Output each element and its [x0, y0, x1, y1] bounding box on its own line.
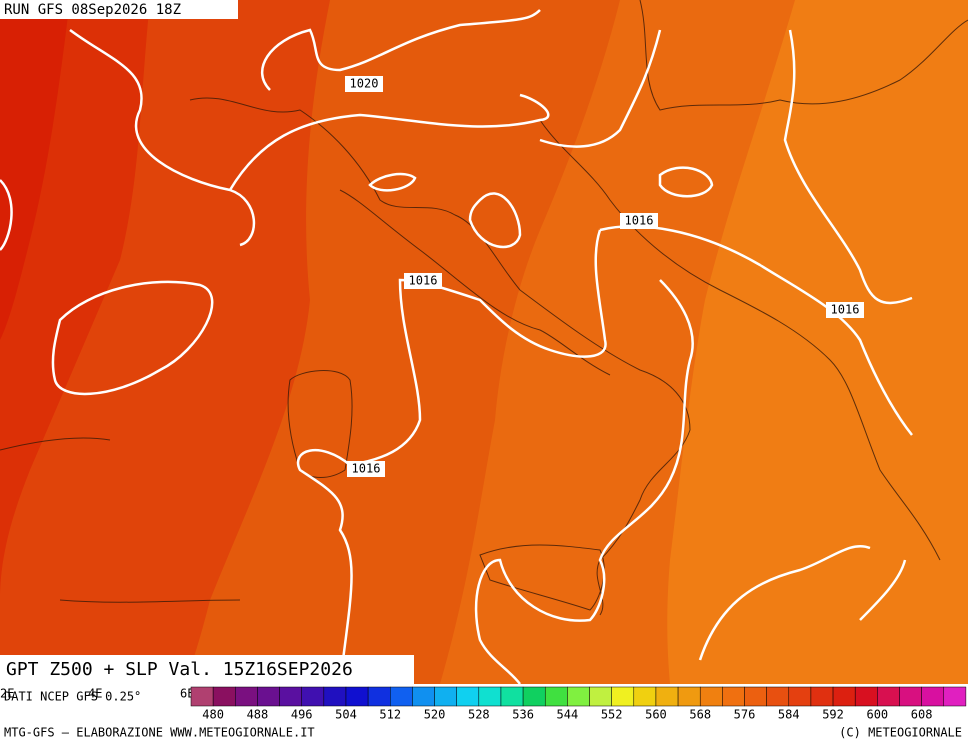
colorbar-swatch [877, 686, 900, 707]
coastlines [0, 0, 968, 616]
colorbar-tick-label: 512 [379, 708, 401, 722]
colorbar: 480 488 496 504 512 520 528 536 544 552 560 568 576 5… [190, 686, 967, 722]
colorbar-tick-label: 504 [335, 708, 357, 722]
colorbar-swatch [921, 686, 945, 707]
colorbar-swatch [589, 686, 612, 707]
isobar-label-box [826, 302, 864, 318]
colorbar-tick-label: 480 [202, 708, 224, 722]
isobar-label: 1016 [831, 303, 860, 317]
colorbar-swatch [323, 686, 347, 707]
isobar-label: 1020 [350, 77, 379, 91]
colorbar-swatch [810, 686, 834, 707]
colorbar-swatch [478, 686, 502, 707]
colorbar-swatch [345, 686, 369, 707]
isobar-label: 1016 [625, 214, 654, 228]
colorbar-tick-label: 576 [734, 708, 756, 722]
colorbar-swatch [744, 686, 767, 707]
colorbar-swatch [567, 686, 590, 707]
title-box [0, 655, 414, 684]
colorbar-swatch [212, 686, 236, 707]
colorbar-swatch [390, 686, 413, 707]
colorbar-swatch [235, 686, 258, 707]
longitude-label: 4E [88, 687, 102, 701]
colorbar-swatch [301, 686, 325, 707]
map-title: GPT Z500 + SLP Val. 15Z16SEP2026 [6, 659, 353, 680]
colorbar-tick-label: 608 [911, 708, 933, 722]
colorbar-swatch [854, 686, 878, 707]
colorbar-tick-label: 592 [822, 708, 844, 722]
data-source: DATI NCEP GFS 0.25° [4, 690, 141, 704]
longitude-label: 2E [0, 687, 14, 701]
colorbar-swatch [766, 686, 790, 707]
map: 1020 1016 1016 1016 1016 RUN GFS 08Sep20… [0, 0, 968, 685]
colorbar-swatch [434, 686, 457, 707]
isobar-label: 1016 [352, 462, 381, 476]
footer-right: (C) METEOGIORNALE [839, 726, 962, 740]
height-band [0, 0, 70, 340]
isobar-label-box [345, 76, 383, 92]
colorbar-swatch [190, 686, 214, 707]
colorbar-swatch [832, 686, 856, 707]
colorbar-swatch [544, 686, 568, 707]
isobar-label-box [620, 213, 658, 229]
colorbar-tick-label: 552 [601, 708, 623, 722]
colorbar-swatch [699, 686, 723, 707]
colorbar-tick-label: 568 [689, 708, 711, 722]
colorbar-tick-label: 600 [866, 708, 888, 722]
colorbar-swatch [456, 686, 480, 707]
run-label: RUN GFS 08Sep2026 18Z [4, 2, 181, 18]
colorbar-swatch [257, 686, 280, 707]
colorbar-tick-label: 560 [645, 708, 667, 722]
colorbar-swatch [367, 686, 391, 707]
isobar-label-box [347, 461, 385, 477]
isobar-labels: 1020 1016 1016 1016 1016 [345, 76, 864, 477]
isobar-label: 1016 [409, 274, 438, 288]
colorbar-tick-label: 488 [247, 708, 269, 722]
colorbar-tick-label: 520 [424, 708, 446, 722]
colorbar-tick-label: 544 [557, 708, 579, 722]
colorbar-swatch [722, 686, 745, 707]
colorbar-swatch [633, 686, 657, 707]
isobar-label-box [404, 273, 442, 289]
colorbar-swatch [677, 686, 701, 707]
colorbar-swatch [500, 686, 524, 707]
colorbar-tick-label: 496 [291, 708, 313, 722]
run-box [0, 0, 238, 19]
colorbar-tick-label: 528 [468, 708, 490, 722]
colorbar-swatch [788, 686, 812, 707]
colorbar-swatch [522, 686, 546, 707]
colorbar-swatch [655, 686, 679, 707]
isobars [0, 9, 913, 685]
colorbar-swatch [412, 686, 435, 707]
colorbar-tick-label: 536 [512, 708, 534, 722]
colorbar-swatch [611, 686, 635, 707]
colorbar-swatch [899, 686, 922, 707]
footer-left: MTG-GFS — ELABORAZIONE WWW.METEOGIORNALE… [4, 726, 315, 740]
colorbar-swatch [943, 686, 967, 707]
colorbar-swatch [279, 686, 302, 707]
colorbar-tick-label: 584 [778, 708, 800, 722]
